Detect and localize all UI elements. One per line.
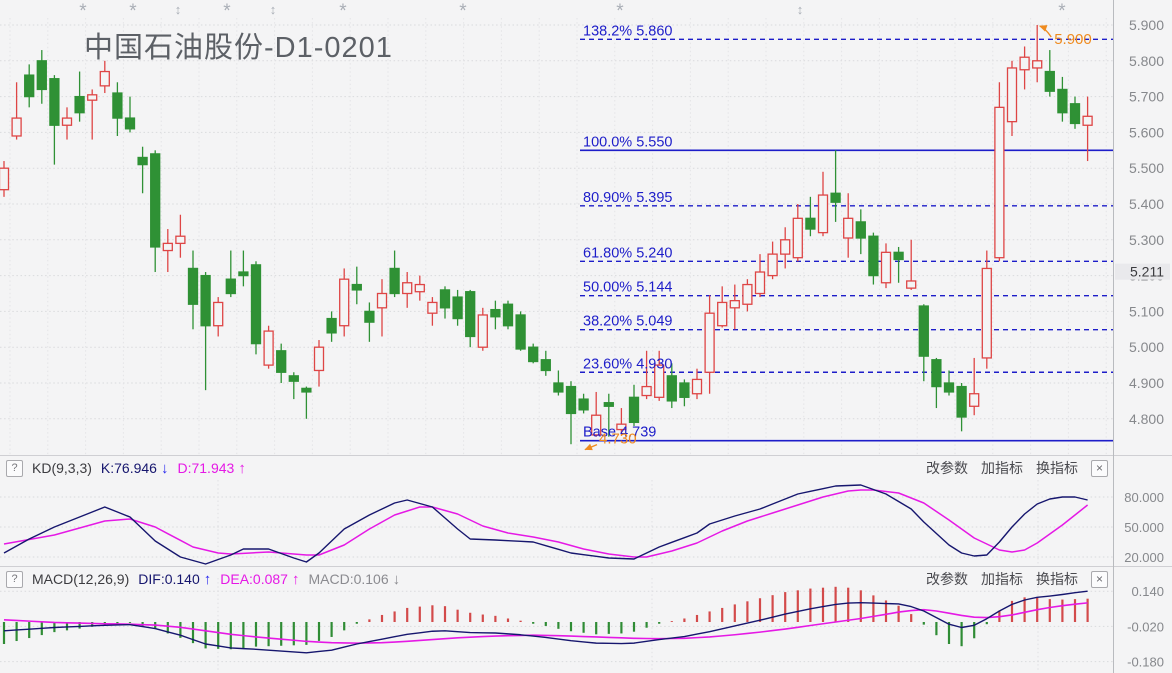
kd-help-button[interactable]: ?: [6, 459, 23, 477]
svg-text:20.000: 20.000: [1124, 550, 1164, 565]
macd-help-button[interactable]: ?: [6, 570, 23, 588]
svg-text:5.600: 5.600: [1129, 124, 1164, 140]
svg-text:5.211: 5.211: [1130, 264, 1164, 280]
svg-text:138.2% 5.860: 138.2% 5.860: [583, 23, 673, 39]
svg-text:80.000: 80.000: [1124, 490, 1164, 505]
svg-text:4.800: 4.800: [1129, 411, 1164, 427]
svg-text:-0.180: -0.180: [1127, 655, 1164, 670]
svg-text:*: *: [79, 1, 87, 22]
svg-text:5.000: 5.000: [1129, 339, 1164, 355]
svg-text:5.100: 5.100: [1129, 303, 1164, 319]
kd-switch-indicator-button[interactable]: 换指标: [1036, 460, 1078, 476]
svg-text:50.000: 50.000: [1124, 520, 1164, 535]
svg-text:*: *: [339, 1, 347, 22]
svg-text:*: *: [129, 1, 137, 22]
svg-text:5.400: 5.400: [1129, 196, 1164, 212]
svg-text:5.500: 5.500: [1129, 160, 1164, 176]
macd-dea-direction-icon: ↑: [291, 570, 300, 588]
svg-text:*: *: [1058, 1, 1066, 22]
svg-text:38.20% 5.049: 38.20% 5.049: [583, 314, 673, 330]
macd-dif-value: DIF:0.140: [138, 571, 200, 587]
kd-d-direction-icon: ↑: [238, 459, 246, 477]
svg-text:4.900: 4.900: [1129, 375, 1164, 391]
macd-indicator-name: MACD(12,26,9): [32, 571, 130, 587]
macd-add-indicator-button[interactable]: 加指标: [981, 571, 1023, 587]
svg-text:-0.020: -0.020: [1127, 619, 1164, 634]
kd-close-icon[interactable]: ×: [1091, 459, 1108, 477]
macd-switch-indicator-button[interactable]: 换指标: [1036, 571, 1078, 587]
macd-dea-value: DEA:0.087: [220, 571, 288, 587]
macd-dif-direction-icon: ↑: [203, 570, 212, 588]
svg-text:4.730: 4.730: [599, 431, 637, 448]
kd-d-value: D:71.943: [177, 460, 235, 476]
svg-text:0.140: 0.140: [1131, 584, 1164, 599]
svg-text:5.700: 5.700: [1129, 89, 1164, 105]
svg-text:↕: ↕: [175, 2, 182, 17]
kd-change-params-button[interactable]: 改参数: [926, 460, 968, 476]
kd-k-value: K:76.946: [100, 460, 157, 476]
kd-add-indicator-button[interactable]: 加指标: [981, 460, 1023, 476]
macd-hist-value: MACD:0.106: [308, 571, 389, 587]
svg-text:5.900: 5.900: [1129, 17, 1164, 33]
svg-text:↕: ↕: [797, 2, 804, 17]
svg-text:50.00% 5.144: 50.00% 5.144: [583, 280, 673, 296]
chart-title: 中国石油股份-D1-0201: [84, 32, 393, 64]
svg-text:100.0% 5.550: 100.0% 5.550: [583, 134, 673, 150]
svg-text:*: *: [459, 1, 467, 22]
svg-text:23.60% 4.930: 23.60% 4.930: [583, 356, 673, 372]
svg-text:↕: ↕: [270, 2, 277, 17]
macd-hist-direction-icon: ↓: [392, 570, 401, 588]
svg-text:5.800: 5.800: [1129, 53, 1164, 69]
svg-text:61.80% 5.240: 61.80% 5.240: [583, 245, 673, 261]
svg-text:5.300: 5.300: [1129, 232, 1164, 248]
svg-text:5.900: 5.900: [1054, 31, 1092, 48]
macd-change-params-button[interactable]: 改参数: [926, 571, 968, 587]
macd-panel-header: ? MACD(12,26,9) DIF:0.140 ↑ DEA:0.087 ↑ …: [0, 567, 1113, 591]
svg-text:Base 4.739: Base 4.739: [583, 425, 656, 441]
kd-k-direction-icon: ↓: [160, 459, 169, 477]
macd-close-icon[interactable]: ×: [1091, 570, 1108, 588]
svg-text:80.90% 5.395: 80.90% 5.395: [583, 190, 673, 206]
kd-panel-header: ? KD(9,3,3) K:76.946 ↓ D:71.943 ↑ 改参数 加指…: [0, 456, 1113, 480]
svg-text:*: *: [616, 1, 624, 22]
kd-indicator-name: KD(9,3,3): [32, 460, 92, 476]
svg-text:*: *: [223, 1, 231, 22]
